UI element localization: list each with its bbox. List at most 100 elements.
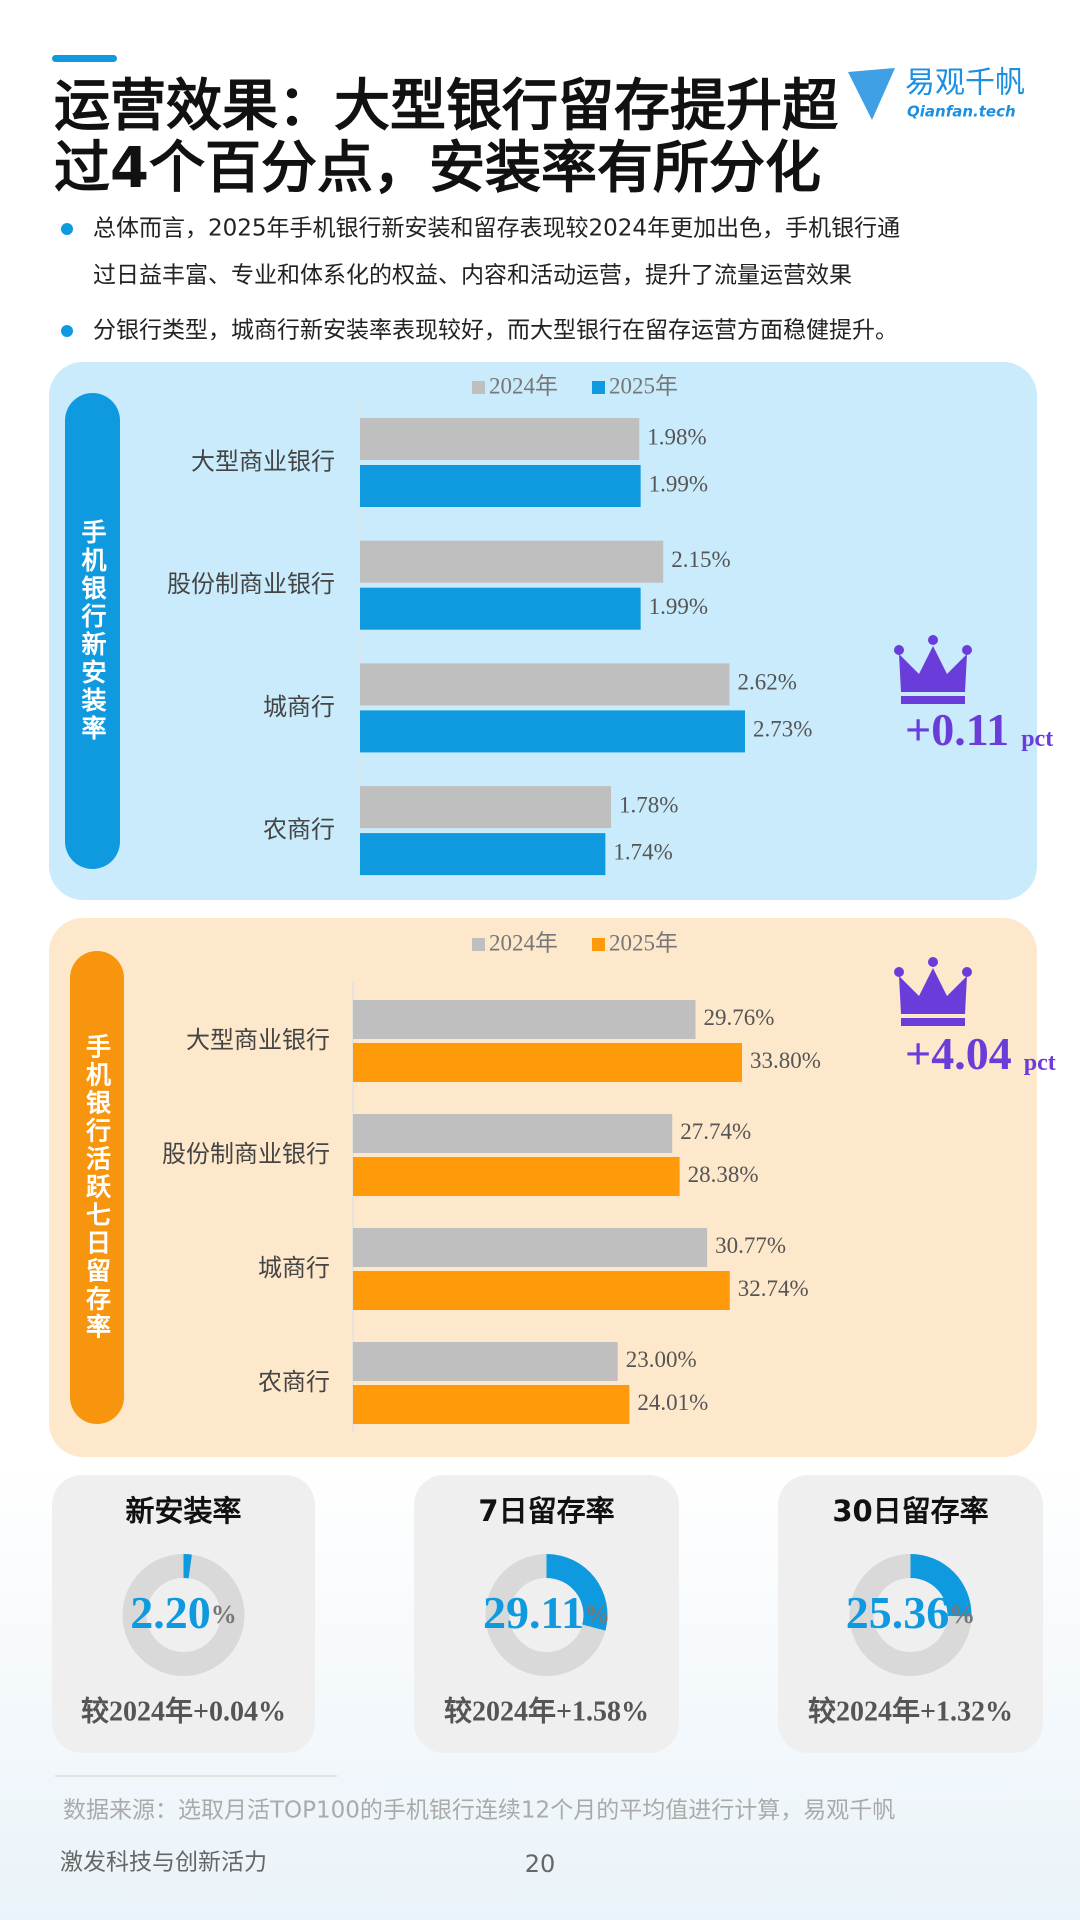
gauge-value: 25.36% (846, 1587, 976, 1638)
crown-icon (894, 635, 972, 704)
value-label: 2.62% (737, 670, 796, 695)
legend-label: 2024年 (489, 930, 558, 955)
gauge-arc (546, 1554, 608, 1631)
category-label: 城商行 (263, 693, 335, 721)
footer-slogan: 激发科技与创新活力 (60, 1850, 267, 1876)
legend-label: 2025年 (609, 930, 678, 955)
bar (360, 833, 606, 876)
bullet-text: 分银行类型，城商行新安装率表现较好，而大型银行在留存运营方面稳健提升。 (93, 318, 898, 344)
value-label: 28.38% (688, 1162, 759, 1187)
bar (353, 1114, 673, 1153)
legend-swatch (472, 381, 485, 394)
bar (353, 1271, 730, 1310)
gauge-value: 2.20% (130, 1587, 237, 1638)
crown-dot (928, 635, 938, 645)
bar (360, 786, 612, 829)
bullet-text: 总体而言，2025年手机银行新安装和留存表现较2024年更加出色，手机银行通 (93, 216, 900, 242)
title-line: 运营效果：大型银行留存提升超 (54, 74, 839, 139)
delta-text: +0.11 pct (905, 704, 1053, 755)
gauge-value: 29.11% (483, 1587, 610, 1638)
crown-dot (928, 957, 938, 967)
delta-value: +4.04 (905, 1028, 1012, 1079)
category-label: 大型商业银行 (191, 448, 335, 476)
bar (360, 663, 730, 706)
bar (353, 1342, 618, 1381)
gauge-number: 2.20 (130, 1587, 211, 1638)
gauge-title: 新安装率 (125, 1494, 241, 1528)
gauge-card (52, 1475, 315, 1753)
gauge-number: 25.36 (846, 1587, 950, 1638)
legend-swatch (592, 938, 605, 951)
logo-sub: Qianfan.tech (907, 103, 1016, 121)
category-label: 股份制商业银行 (167, 570, 335, 598)
gauge-unit: % (211, 1600, 237, 1629)
delta-unit: pct (1024, 1050, 1056, 1076)
value-label: 2.15% (671, 547, 730, 572)
crown-shape (899, 968, 967, 1014)
legend-label: 2025年 (609, 373, 678, 398)
bar (353, 1043, 742, 1082)
legend-label: 2024年 (489, 373, 558, 398)
gauge-unit: % (949, 1600, 975, 1629)
value-label: 29.76% (704, 1005, 775, 1030)
legend-swatch (592, 381, 605, 394)
crown-dot (962, 645, 972, 655)
value-label: 30.77% (715, 1233, 786, 1258)
bullet-text: 过日益丰富、专业和体系化的权益、内容和活动运营，提升了流量运营效果 (93, 263, 852, 289)
value-label: 24.01% (637, 1390, 708, 1415)
value-label: 2.73% (753, 717, 812, 742)
gauge-unit: % (584, 1600, 610, 1629)
delta-unit: pct (1021, 726, 1053, 752)
accent-bar (52, 55, 117, 62)
gauge-compare: 较2024年+0.04% (81, 1694, 286, 1727)
side-pill (65, 393, 120, 869)
legend-swatch (472, 938, 485, 951)
gauge-arc (183, 1554, 192, 1579)
bullet-dot (61, 325, 73, 337)
crown-base (901, 696, 965, 704)
crown-dot (894, 967, 904, 977)
crown-dot (962, 967, 972, 977)
gauge-compare: 较2024年+1.32% (808, 1694, 1013, 1727)
gauge-title: 30日留存率 (832, 1494, 988, 1528)
side-label: 手机银行活跃七日留存率 (83, 1034, 113, 1342)
bar (360, 540, 664, 583)
category-label: 大型商业银行 (186, 1026, 330, 1054)
bar (360, 465, 641, 507)
gauge-compare: 较2024年+1.58% (444, 1694, 649, 1727)
category-label: 农商行 (263, 816, 335, 844)
value-label: 1.99% (649, 471, 708, 496)
bar (353, 1385, 630, 1424)
value-label: 27.74% (680, 1119, 751, 1144)
value-label: 33.80% (750, 1048, 821, 1073)
bar (360, 418, 640, 460)
gauge-arc (910, 1554, 972, 1617)
logo: 易观千帆 Qianfan.tech (848, 66, 1025, 121)
bar (353, 1000, 696, 1039)
bullet-dot (61, 223, 73, 235)
delta-value: +0.11 (905, 704, 1009, 755)
value-label: 23.00% (626, 1347, 697, 1372)
gauge-title: 7日留存率 (478, 1494, 614, 1528)
crown-dot (894, 645, 904, 655)
page-number: 20 (525, 1850, 556, 1878)
crown-icon (894, 957, 972, 1026)
category-label: 城商行 (258, 1254, 330, 1282)
gauge-card (414, 1475, 679, 1753)
gauge-card (778, 1475, 1043, 1753)
chart-panel (49, 362, 1037, 900)
value-label: 1.98% (647, 424, 706, 449)
value-label: 1.99% (649, 594, 708, 619)
bar (360, 710, 745, 753)
category-label: 农商行 (258, 1368, 330, 1396)
crown-shape (899, 646, 967, 692)
value-label: 32.74% (738, 1276, 809, 1301)
side-pill (70, 951, 124, 1424)
delta-text: +4.04 pct (905, 1028, 1056, 1079)
value-label: 1.74% (613, 839, 672, 864)
title-line: 过4个百分点，安装率有所分化 (54, 136, 821, 201)
crown-base (901, 1018, 965, 1026)
logo-name: 易观千帆 (905, 66, 1025, 101)
